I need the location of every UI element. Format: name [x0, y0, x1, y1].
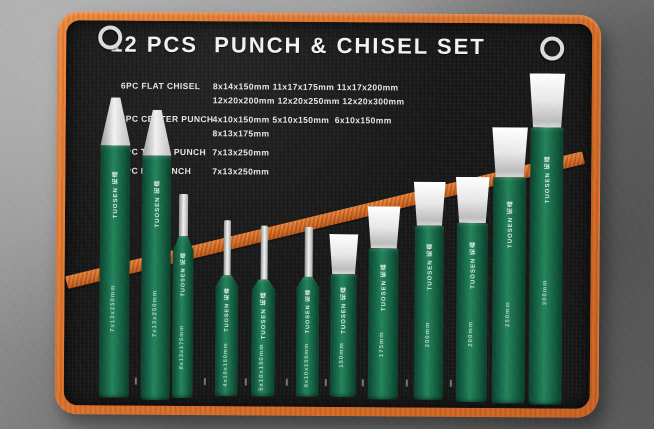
chisel-blade [491, 127, 528, 177]
tool-size-label: 8x13x175mm [178, 325, 185, 370]
chisel-blade [413, 182, 446, 226]
tool-flat-chisel-300: TUOSEN 拓森 300mm [527, 73, 566, 405]
tool-taper-punch-250: TUOSEN 拓森 7x13x250mm [98, 97, 131, 398]
pocket-stitch [203, 378, 206, 386]
tool-size-label: 7x13x250mm [110, 284, 117, 332]
spec-values: 8x14x150mm 11x17x175mm 11x17x200mm 12x20x… [213, 79, 405, 108]
tool-handle: TUOSEN 拓森 250mm [491, 177, 527, 404]
tool-flat-chisel-250: TUOSEN 拓森 250mm [490, 127, 529, 404]
spec-values: 4x10x150mm 5x10x150mm 6x10x150mm 8x13x175… [213, 112, 405, 141]
chisel-blade [529, 73, 566, 127]
tool-size-label: 7x13x250mm [151, 289, 158, 338]
spec-row: 6PC FLAT CHISEL 8x14x150mm 11x17x175mm 11… [121, 79, 405, 109]
pocket-stitch [134, 377, 137, 385]
chisel-blade [455, 177, 490, 223]
pocket-stitch [449, 379, 452, 387]
tool-flat-chisel-200a: TUOSEN 拓森 200mm [412, 182, 447, 400]
stitch-layer [66, 20, 592, 387]
tool-handle: TUOSEN 拓森 7x13x250mm [140, 155, 172, 400]
punch-tip [304, 226, 313, 277]
tool-pin-punch-250: TUOSEN 拓森 7x13x250mm [140, 110, 172, 400]
pouch-fabric: 12 PCS PUNCH & CHISEL SET 6PC FLAT CHISE… [63, 20, 593, 409]
punch-tip [178, 193, 189, 237]
tool-brand-label: TUOSEN 拓森 [261, 291, 268, 339]
pocket-stitch [285, 378, 288, 386]
tool-handle: TUOSEN 拓森 150mm [329, 274, 357, 398]
tool-size-label: 300mm [541, 279, 549, 306]
tool-brand-label: TUOSEN 拓森 [469, 240, 477, 289]
spec-value-line: 8x13x175mm [212, 128, 270, 139]
tool-flat-chisel-175: TUOSEN 拓森 175mm [366, 206, 401, 400]
tool-brand-label: TUOSEN 拓森 [179, 252, 187, 297]
spec-value-line: 4x10x150mm 5x10x150mm 6x10x150mm [212, 114, 392, 126]
spec-label: 6PC FLAT CHISEL [120, 80, 201, 92]
spec-values: 7x13x250mm [212, 164, 404, 179]
tool-brand-label: TUOSEN 拓森 [223, 287, 230, 332]
tool-brand-label: TUOSEN 拓森 [154, 180, 161, 228]
spec-value-line: 7x13x250mm [212, 166, 270, 177]
tool-handle: TUOSEN 拓森 200mm [413, 225, 444, 400]
tool-handle: TUOSEN 拓森 200mm [455, 222, 488, 403]
tool-roll-pouch: 12 PCS PUNCH & CHISEL SET 6PC FLAT CHISE… [54, 11, 602, 418]
spec-values: 7x13x250mm [212, 145, 404, 160]
tool-handle: TUOSEN 拓森 8x13x175mm [172, 236, 194, 398]
spec-value-line: 12x20x200mm 12x20x250mm 12x20x300mm [212, 95, 405, 107]
punch-tip [142, 110, 171, 156]
tool-center-punch-175: TUOSEN 拓森 8x13x175mm [172, 193, 194, 398]
tool-handle: TUOSEN 拓森 6x10x150mm [296, 277, 320, 397]
tool-brand-label: TUOSEN 拓森 [381, 263, 388, 312]
pocket-stitch [405, 379, 408, 387]
chisel-blade [329, 234, 359, 274]
tool-brand-label: TUOSEN 拓森 [426, 243, 434, 291]
tool-size-label: 4x10x150mm [222, 341, 229, 387]
tool-center-punch-4x150: TUOSEN 拓森 4x10x150mm [215, 220, 239, 396]
tool-brand-label: TUOSEN 拓森 [544, 155, 551, 203]
spec-value-line: 8x14x150mm 11x17x175mm 11x17x200mm [212, 81, 399, 93]
tool-handle: TUOSEN 拓森 175mm [367, 248, 399, 400]
tools-layer: TUOSEN 拓森 7x13x250mm TUOSEN 拓森 7x13x250mm TU… [66, 20, 592, 405]
tool-handle: TUOSEN 拓森 300mm [528, 127, 564, 405]
grommet-right [540, 36, 565, 61]
punch-tip [223, 220, 231, 276]
tool-flat-chisel-150: TUOSEN 拓森 150mm [328, 234, 359, 398]
punch-tip [260, 225, 268, 280]
tool-center-punch-6x150: TUOSEN 拓森 6x10x150mm [296, 226, 320, 397]
tool-size-label: 250mm [504, 301, 511, 328]
tool-brand-label: TUOSEN 拓森 [304, 288, 311, 334]
pocket-stitch [244, 378, 247, 386]
tool-handle: TUOSEN 拓森 7x13x250mm [98, 145, 131, 398]
tool-center-punch-5x150: TUOSEN 拓森 5x10x150mm [251, 225, 276, 396]
tool-handle: TUOSEN 拓森 5x10x150mm [251, 279, 276, 396]
tool-size-label: 150mm [338, 341, 346, 368]
tool-size-label: 200mm [424, 321, 431, 348]
tool-size-label: 5x10x150mm [258, 343, 266, 392]
tool-size-label: 175mm [379, 331, 386, 358]
tool-size-label: 6x10x150mm [303, 342, 310, 388]
tool-brand-label: TUOSEN 拓森 [341, 286, 348, 335]
chisel-blade [367, 206, 401, 248]
tool-brand-label: TUOSEN 拓森 [112, 170, 120, 219]
spec-value-line: 7x13x250mm [212, 147, 270, 158]
grommet-left [98, 25, 123, 50]
punch-tip [100, 97, 130, 145]
set-title: 12 PCS PUNCH & CHISEL SET [110, 31, 486, 60]
pocket-stitch [324, 378, 327, 386]
pocket-stitch [361, 379, 364, 387]
tool-flat-chisel-200b: TUOSEN 拓森 200mm [454, 177, 491, 403]
tool-handle: TUOSEN 拓森 4x10x150mm [215, 275, 239, 396]
tool-size-label: 200mm [467, 321, 474, 348]
tool-brand-label: TUOSEN 拓森 [507, 199, 514, 248]
